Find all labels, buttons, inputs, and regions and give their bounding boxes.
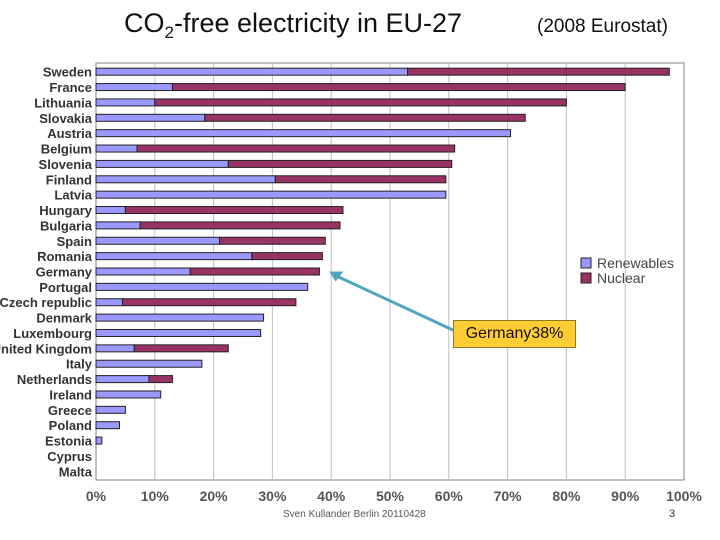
category-label: Estonia [45,434,93,449]
bar-renewables [95,390,162,399]
x-tick-label: 90% [611,488,640,504]
bar-renewables [95,375,150,384]
callout-arrow [334,274,456,333]
bar-renewables [95,282,309,291]
x-tick-label: 10% [141,488,170,504]
x-tick-label: 70% [494,488,523,504]
category-label: Netherlands [17,372,92,387]
bar-nuclear [407,67,670,76]
x-tick-label: 60% [435,488,464,504]
x-tick-label: 30% [258,488,287,504]
category-label: Slovenia [39,157,93,172]
category-label: Czech republic [0,295,92,310]
bar-renewables [95,113,206,122]
bar-renewables [95,175,276,184]
x-tick-label: 40% [317,488,346,504]
x-tick-label: 50% [376,488,405,504]
bar-renewables [95,221,141,230]
bar-nuclear [136,144,456,153]
bar-nuclear [171,83,626,92]
bar-renewables [95,298,123,307]
bar-renewables [95,67,409,76]
category-label: Portugal [39,280,92,295]
bar-renewables [95,421,121,430]
bar-renewables [95,98,156,107]
x-tick-label: 20% [200,488,229,504]
category-label: Finland [46,172,92,187]
category-label: Slovakia [39,111,93,126]
x-tick-label: 100% [666,488,702,504]
category-label: Malta [59,464,93,479]
legend-label: Renewables [597,255,674,271]
bar-renewables [95,144,138,153]
category-label: Sweden [43,65,92,80]
category-label: France [49,80,92,95]
bar-renewables [95,405,126,414]
bar-nuclear [274,175,447,184]
bar-renewables [95,236,220,245]
bar-nuclear [154,98,567,107]
bar-renewables [95,344,135,353]
bar-renewables [95,206,126,215]
category-label: Hungary [39,203,93,218]
bar-renewables [95,267,191,276]
category-label: Lithuania [34,95,93,110]
x-tick-label: 80% [552,488,581,504]
category-label: Spain [57,234,92,249]
bar-renewables [95,190,447,199]
footer-credit: Sven Kullander Berlin 20110428 [283,509,426,520]
category-label: Latvia [54,188,92,203]
category-label: Germany [36,265,93,280]
germany-callout: Germany38% [453,320,576,348]
bar-nuclear [148,375,173,384]
bar-renewables [95,129,512,138]
legend-swatch [580,272,592,284]
page-number: 3 [669,508,676,520]
category-label: Bulgaria [40,218,93,233]
category-label: Belgium [41,142,92,157]
bar-nuclear [218,236,326,245]
bar-renewables [95,252,253,261]
chart-title: CO2-free electricity in EU-27 [124,8,463,42]
category-label: Italy [66,357,93,372]
category-label: Romania [37,249,93,264]
category-label: Denmark [36,311,92,326]
bar-nuclear [204,113,526,122]
category-label: Ireland [49,387,92,402]
bar-renewables [95,328,262,337]
category-label: Cyprus [47,449,92,464]
category-label: Austria [47,126,93,141]
bar-nuclear [121,298,297,307]
chart-subtitle: (2008 Eurostat) [537,16,668,37]
legend-swatch [580,257,592,269]
category-label: Greece [48,403,92,418]
bar-nuclear [227,159,453,168]
bar-renewables [95,313,265,322]
legend-label: Nuclear [597,270,646,286]
bar-renewables [95,436,103,445]
category-label: United Kingdom [0,341,92,356]
bar-renewables [95,159,229,168]
callout-arrowhead [329,271,344,282]
category-label: Poland [49,418,92,433]
category-label: Luxembourg [13,326,92,341]
bar-nuclear [133,344,229,353]
bar-nuclear [124,206,344,215]
x-tick-label: 0% [86,488,107,504]
bar-nuclear [139,221,341,230]
bar-renewables [95,359,203,368]
bar-nuclear [189,267,320,276]
bar-nuclear [251,252,323,261]
bar-renewables [95,83,173,92]
